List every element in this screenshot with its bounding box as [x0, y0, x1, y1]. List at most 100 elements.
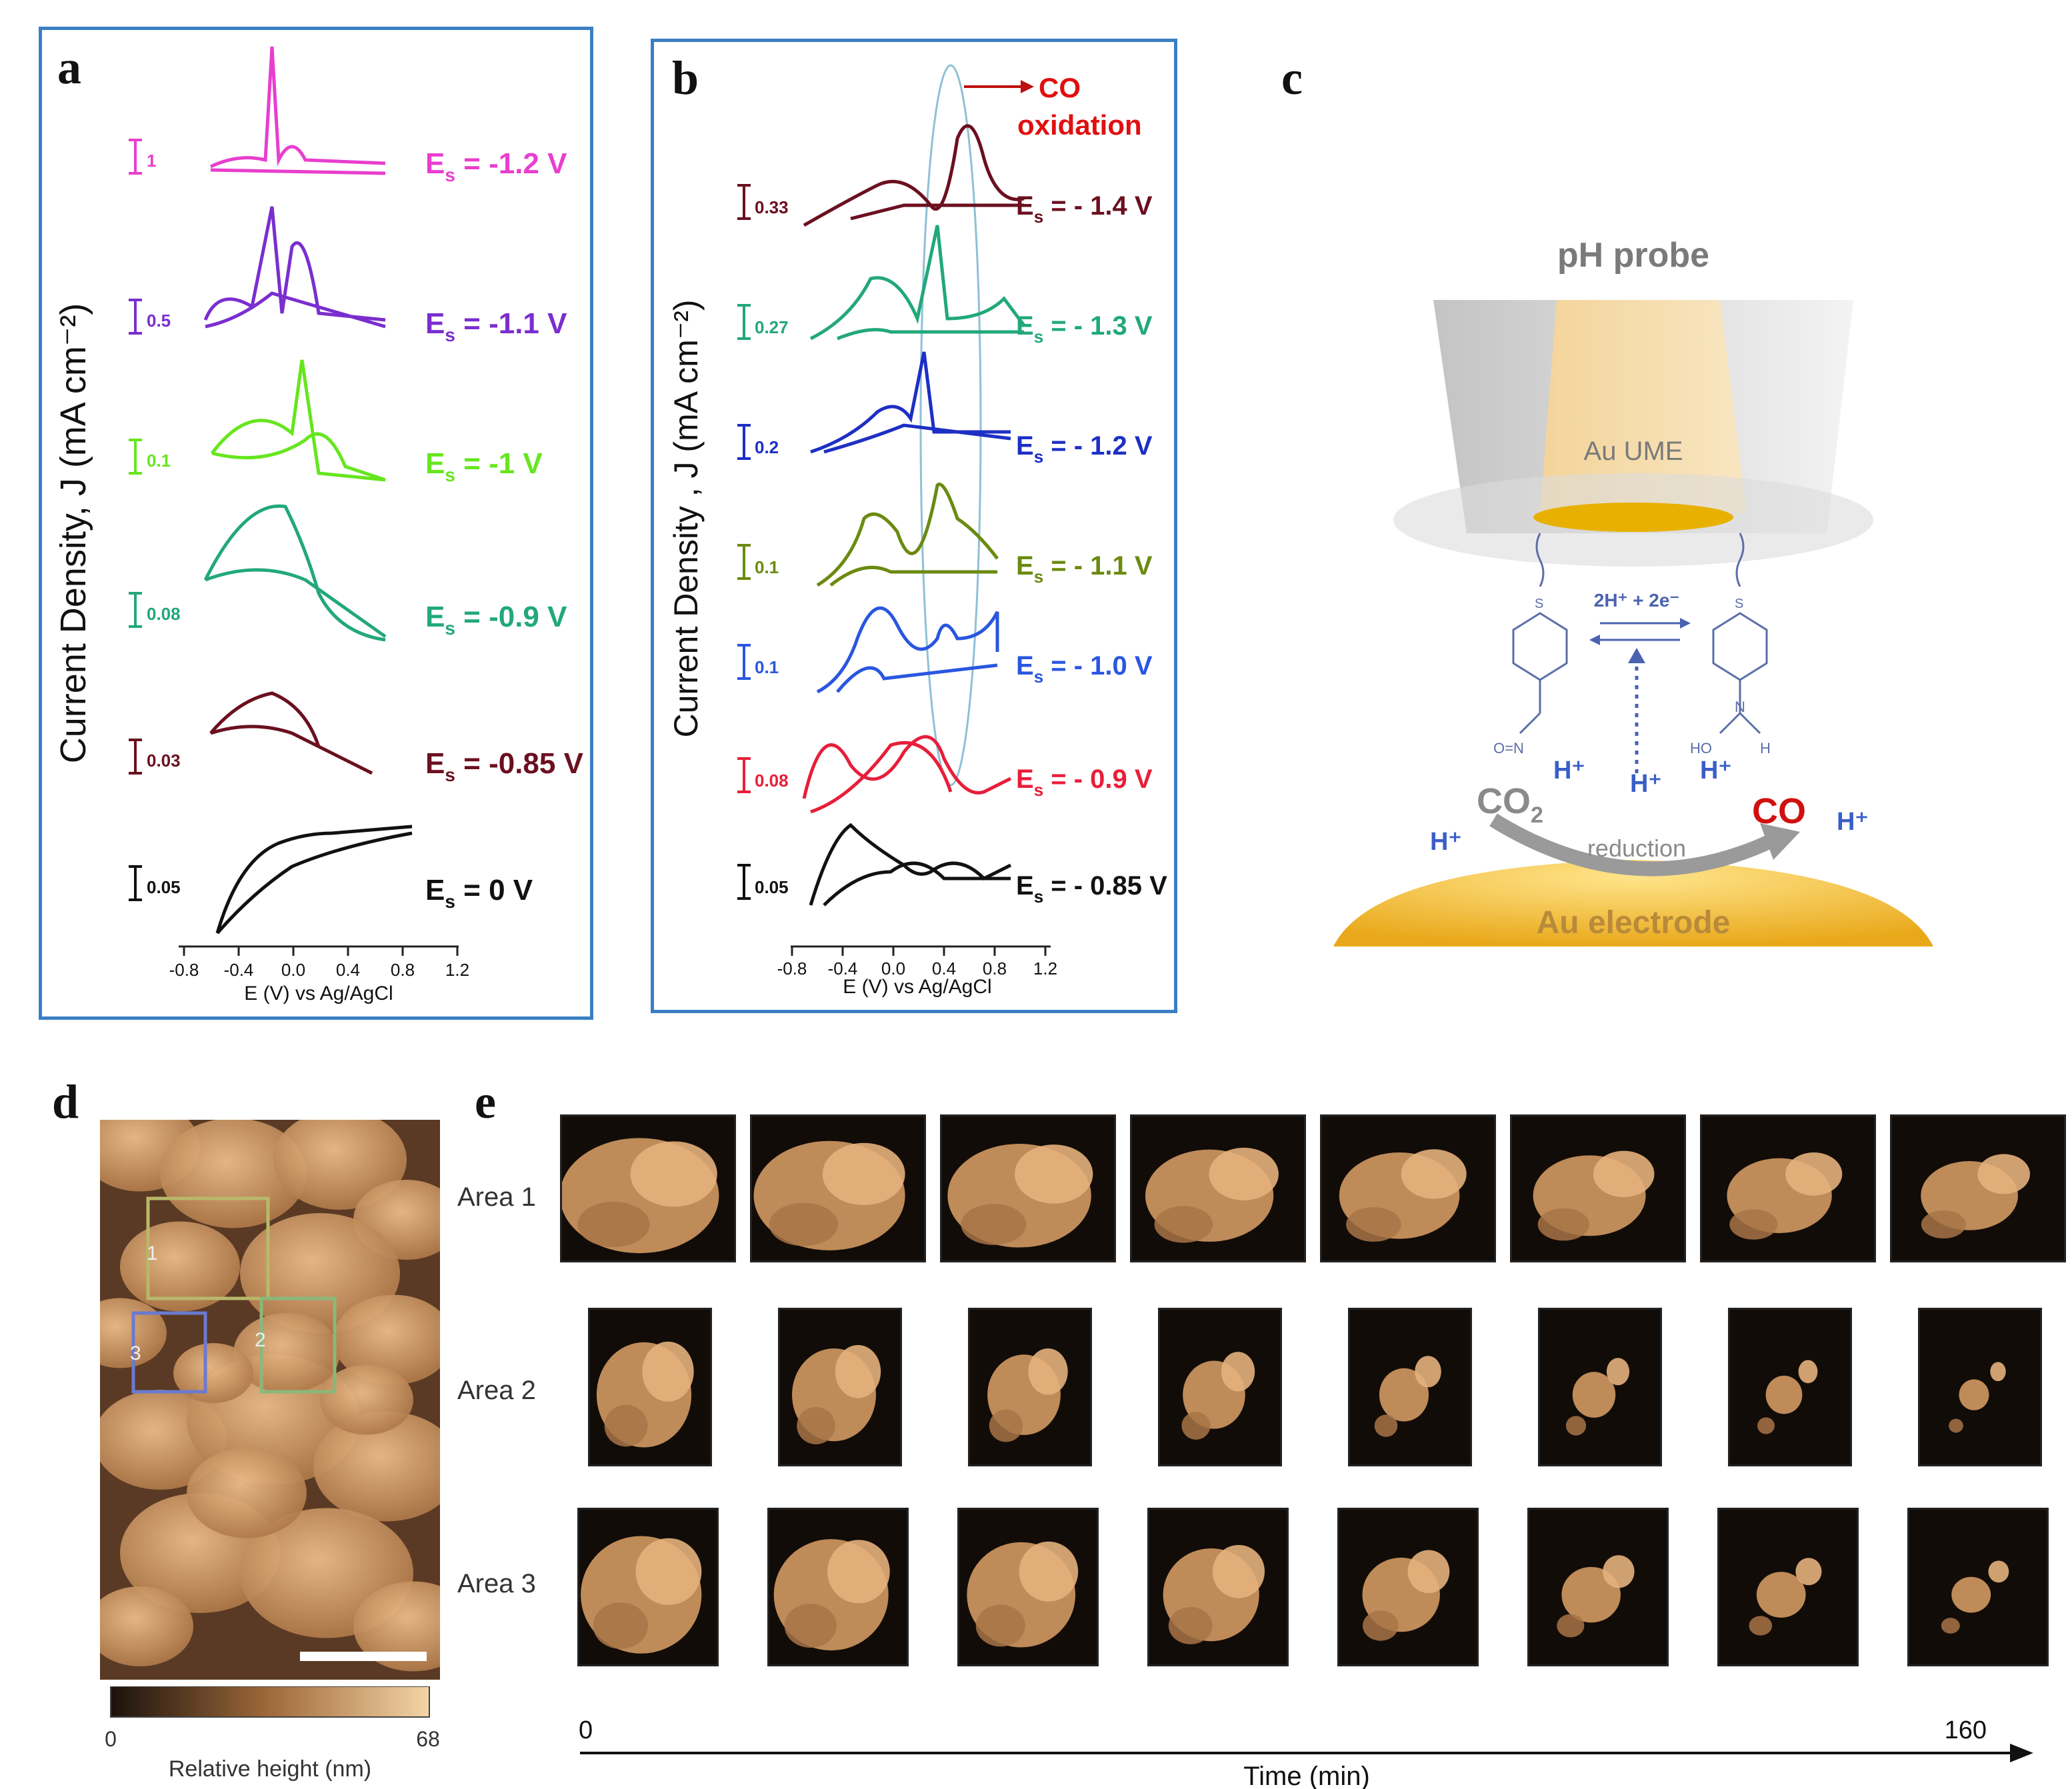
au-ume-disk	[1533, 503, 1733, 532]
panel-b-tick-label: 0.4	[932, 958, 956, 978]
panel-b-scale-value: 0.1	[755, 557, 779, 577]
afm-grain	[120, 1221, 240, 1312]
panel-b-curve	[802, 735, 1012, 814]
panel-b-ylabel: Current Density , J (mA cm⁻²)	[667, 299, 705, 737]
panel-d-letter: d	[52, 1075, 79, 1128]
panel-b-curve-label: Es = - 0.85 V	[1016, 871, 1167, 906]
panel-b-curve	[803, 124, 1025, 227]
panel-c-letter: c	[1281, 51, 1303, 105]
afm-time-tile	[968, 1308, 1092, 1466]
panel-b-curves: 0.33 Es = - 1.4 V 0.27 Es = - 1.3 V 0.2 Es = …	[737, 124, 1167, 906]
area-1-label: Area 1	[457, 1182, 536, 1212]
panel-a-scale-value: 0.5	[147, 311, 171, 331]
panel-a-scale-value: 0.1	[147, 451, 171, 471]
panel-b-curve	[809, 823, 1012, 906]
afm-time-tile	[1158, 1308, 1282, 1466]
panel-b-curve	[816, 483, 999, 587]
afm-grain	[187, 1448, 307, 1538]
panel-b-xlabel: E (V) vs Ag/AgCl	[843, 976, 991, 998]
co2-label: CO2	[1477, 781, 1543, 828]
panel-b-curve-label: Es = - 0.9 V	[1016, 765, 1153, 800]
area-3-marker: 3	[130, 1342, 141, 1364]
reaction-label: 2H⁺ + 2e⁻	[1594, 590, 1679, 611]
panel-a-curve	[203, 504, 387, 642]
area-2-box	[259, 1296, 337, 1394]
panel-a-tick-label: 0.0	[281, 960, 305, 980]
panel-a-tick-label: 1.2	[445, 960, 469, 980]
afm-time-tile	[1348, 1308, 1472, 1466]
co-label: CO	[1752, 791, 1806, 831]
afm-time-tile	[1728, 1308, 1852, 1466]
panel-b-plot: Current Density , J (mA cm⁻²) CO oxidati…	[667, 64, 1167, 998]
afm-grain	[353, 1581, 440, 1672]
panel-b-curve-label: Es = - 1.4 V	[1016, 191, 1153, 227]
panel-a-scale-value: 1	[147, 151, 156, 171]
panel-a-scale-value: 0.05	[147, 877, 181, 897]
panel-a-curve	[209, 691, 373, 775]
panel-a-scale-value: 0.08	[147, 604, 181, 624]
right-n: N	[1735, 699, 1745, 715]
right-sulfur: S	[1735, 597, 1743, 611]
afm-image: 1 2 3	[100, 1120, 440, 1680]
panel-b-frame	[651, 39, 1177, 1013]
au-electrode-label: Au electrode	[1537, 905, 1731, 940]
co-oxidation-label-2: oxidation	[1017, 109, 1142, 141]
afm-time-tile	[1717, 1508, 1859, 1666]
area-3-label: Area 3	[457, 1569, 536, 1598]
panel-a-tick-label: 0.8	[391, 960, 415, 980]
afm-grain	[160, 1120, 307, 1228]
hydroxylamine-molecule	[1712, 533, 1768, 735]
proton-flux-arrowhead	[1628, 648, 1645, 663]
afm-time-tile	[940, 1114, 1116, 1262]
panel-b-scale-value: 0.1	[755, 657, 779, 677]
afm-time-tile	[560, 1114, 736, 1262]
panel-a-frame	[39, 27, 593, 1020]
time-start: 0	[579, 1716, 593, 1744]
panel-b-curve	[816, 606, 999, 694]
panel-b-letter: b	[672, 51, 699, 105]
colorbar-gradient	[110, 1686, 430, 1718]
afm-grain	[100, 1586, 193, 1666]
afm-time-tile	[1538, 1308, 1662, 1466]
panel-b-tick-label: -0.4	[828, 958, 858, 978]
panel-a-curve	[215, 825, 413, 934]
time-arrowhead	[2010, 1744, 2033, 1762]
proton-4: H⁺	[1430, 828, 1462, 856]
ph-probe-title: pH probe	[1557, 236, 1709, 275]
afm-time-tile	[1147, 1508, 1289, 1666]
panel-a-ylabel: Current Density, J (mA cm⁻²)	[53, 303, 93, 764]
panel-a-curve-label: Es = -0.85 V	[425, 747, 584, 785]
proton-5: H⁺	[1837, 808, 1869, 836]
panel-b-scale-value: 0.33	[755, 197, 789, 217]
panel-a-curve-label: Es = -1 V	[425, 447, 543, 485]
panel-b-scale-value: 0.08	[755, 771, 789, 791]
afm-time-tile	[1320, 1114, 1496, 1262]
afm-grain	[320, 1364, 413, 1435]
nitroso-molecule	[1512, 533, 1568, 735]
panel-b-tick-label: -0.8	[777, 958, 807, 978]
afm-time-tile	[1337, 1508, 1479, 1666]
forward-arrowhead	[1680, 618, 1691, 629]
panel-b-scale-value: 0.05	[755, 877, 789, 897]
proton-1: H⁺	[1553, 757, 1585, 785]
proton-3: H⁺	[1700, 757, 1732, 785]
panel-b-curve-label: Es = - 1.2 V	[1016, 431, 1153, 467]
afm-time-tile	[750, 1114, 926, 1262]
afm-time-tile	[1700, 1114, 1876, 1262]
afm-time-tile	[957, 1508, 1099, 1666]
reduction-label: reduction	[1587, 835, 1686, 862]
panel-a-scale-value: 0.03	[147, 751, 181, 771]
afm-time-tile	[1510, 1114, 1686, 1262]
afm-colorbar: 0 68 Relative height (nm)	[105, 1686, 440, 1782]
proton-2: H⁺	[1630, 770, 1662, 798]
panel-b-tick-label: 0.0	[881, 958, 905, 978]
afm-grain	[313, 1411, 440, 1522]
panel-b-scale-value: 0.2	[755, 437, 779, 457]
afm-time-tile	[1130, 1114, 1306, 1262]
afm-time-tile	[767, 1508, 909, 1666]
panel-b-curve	[810, 351, 1011, 454]
colorbar-min: 0	[105, 1727, 117, 1751]
afm-time-tile	[1918, 1308, 2042, 1466]
left-sulfur: S	[1535, 597, 1543, 611]
afm-grain	[173, 1343, 253, 1403]
